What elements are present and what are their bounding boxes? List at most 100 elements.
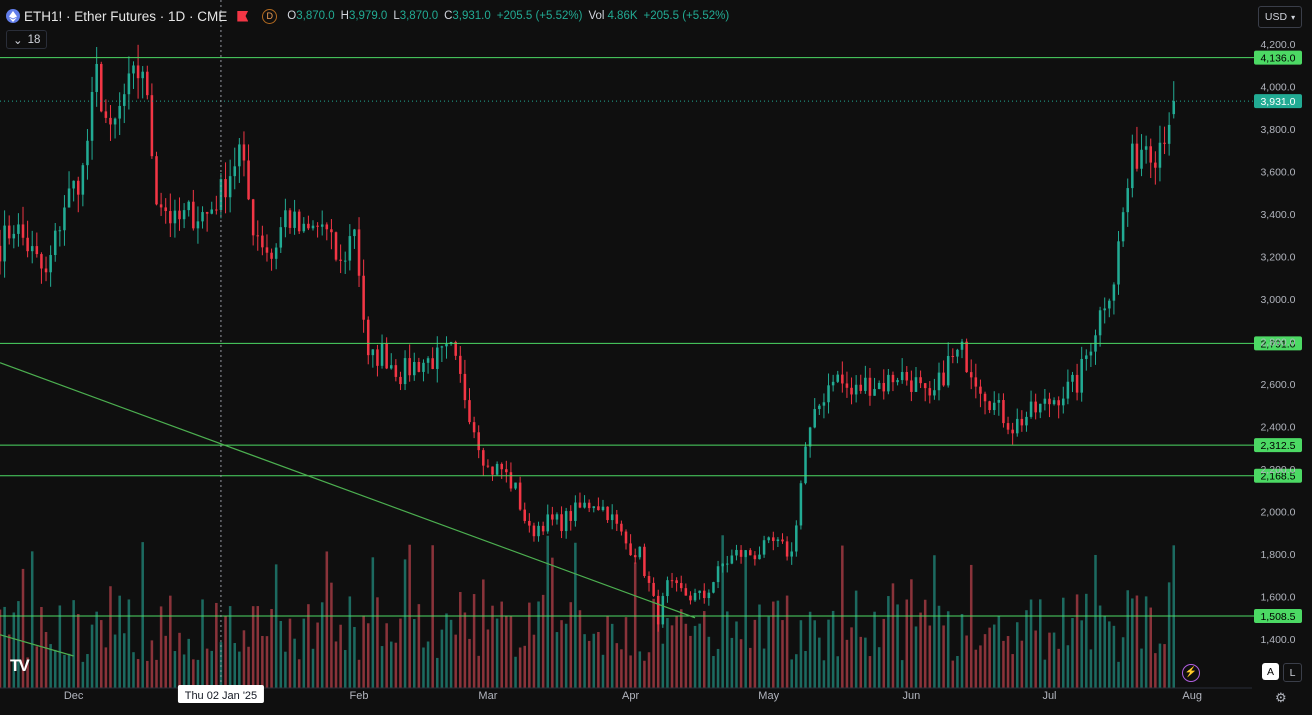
candle-body (279, 227, 283, 248)
candle-body (785, 541, 789, 557)
volume-bar (670, 625, 674, 688)
candle-body (505, 469, 508, 473)
candle-body (509, 472, 513, 489)
x-tick-label: May (758, 690, 779, 702)
volume-bar (472, 594, 476, 688)
candle-body (693, 593, 697, 601)
volume-bar (942, 625, 945, 688)
volume-bar (698, 623, 701, 688)
indicators-toggle[interactable]: ⌄ 18 (6, 30, 48, 49)
candle-body (500, 463, 503, 470)
volume-bar (376, 597, 379, 688)
flag-icon[interactable] (237, 10, 249, 22)
candle-body (343, 260, 347, 262)
candle-body (951, 355, 955, 357)
volume-bar (1154, 653, 1157, 688)
bolt-icon[interactable]: ⚡ (1182, 664, 1200, 682)
candle-body (969, 372, 973, 378)
candle-body (63, 207, 66, 231)
candle-body (744, 550, 747, 557)
candle-body (30, 246, 34, 252)
candle-body (758, 554, 761, 560)
trend-line[interactable] (0, 634, 74, 657)
candle-body (1043, 398, 1047, 404)
log-scale-button[interactable]: L (1283, 663, 1302, 682)
volume-bar (261, 635, 264, 688)
candle-body (210, 209, 214, 214)
volume-bar (486, 629, 490, 688)
candle-body (946, 355, 950, 386)
candle-body (887, 374, 890, 392)
candle-body (776, 539, 780, 542)
level-price-badge (1254, 336, 1302, 351)
symbol-title[interactable]: ETH1! · Ether Futures · 1D · CME (24, 8, 228, 24)
candle-body (965, 341, 968, 373)
candle-body (1075, 374, 1079, 393)
volume-bar (1103, 616, 1106, 688)
volume-bar (293, 638, 296, 688)
candle-body (1126, 188, 1129, 213)
volume-bar (12, 612, 16, 688)
y-tick-label: 1,800.0 (1260, 549, 1295, 561)
volume-bar (127, 599, 131, 688)
volume-bar (284, 651, 287, 688)
time-axis[interactable]: Dec Feb Mar Apr May Jun Jul Aug Thu 02 Jan '25 (0, 685, 1252, 703)
candle-body (67, 188, 71, 208)
volume-bar (873, 611, 876, 688)
volume-bar (311, 648, 315, 688)
volume-bar (104, 647, 108, 688)
currency-button[interactable]: USD ▾ (1258, 6, 1302, 28)
volume-bar (67, 653, 71, 688)
volume-bar (818, 637, 821, 688)
tradingview-logo[interactable]: TV (10, 656, 30, 675)
candle-body (615, 514, 619, 524)
y-tick-label: 4,200.0 (1260, 39, 1295, 51)
volume-bar (578, 610, 582, 688)
candle-body (491, 466, 494, 475)
candle-body (1112, 284, 1116, 301)
volume-bar (215, 602, 218, 688)
volume-bar (150, 640, 154, 688)
candle-body (1006, 423, 1010, 430)
x-tick-label: Aug (1182, 690, 1202, 702)
candle-body (90, 91, 94, 141)
volume-bar (159, 606, 163, 688)
candle-body (905, 372, 909, 381)
candle-body (399, 376, 402, 385)
candle-body (1029, 401, 1033, 417)
candle-body (376, 349, 379, 366)
volume-bar (555, 632, 559, 688)
candle-body (661, 596, 665, 625)
volume-bar (776, 600, 780, 688)
candle-body (836, 374, 840, 382)
volume-bar (274, 564, 278, 688)
candle-body (1167, 124, 1171, 144)
volume-change-value: +205.5 (+5.52%) (643, 10, 730, 22)
gear-icon[interactable]: ⚙ (1275, 690, 1287, 705)
candle-body (454, 341, 457, 356)
candle-body (21, 224, 25, 238)
price-axis[interactable]: 4,136.0 2,791.0 2,312.5 2,168.5 1,508.5 3,931… (1254, 39, 1302, 646)
dividend-badge[interactable]: D (262, 8, 278, 24)
volume-bar (449, 619, 453, 688)
volume-bar (601, 654, 605, 688)
volume-bar (730, 637, 734, 688)
volume-bar (7, 634, 11, 688)
volume-bar (772, 601, 775, 688)
y-tick-label: 3,800.0 (1260, 124, 1295, 136)
candle-body (983, 393, 987, 402)
candle-body (601, 506, 605, 511)
volume-bar (969, 564, 973, 688)
volume-bar (712, 656, 715, 688)
volume-bar (35, 646, 39, 688)
volume-bar (1149, 607, 1153, 688)
candle-body (270, 252, 273, 259)
candle-body (17, 224, 20, 234)
auto-scale-button[interactable]: A (1262, 663, 1279, 680)
trend-line[interactable] (0, 362, 696, 619)
candle-body (753, 555, 757, 560)
candle-body (12, 233, 16, 239)
candle-body (58, 230, 62, 232)
drawings-layer[interactable] (0, 0, 1256, 688)
